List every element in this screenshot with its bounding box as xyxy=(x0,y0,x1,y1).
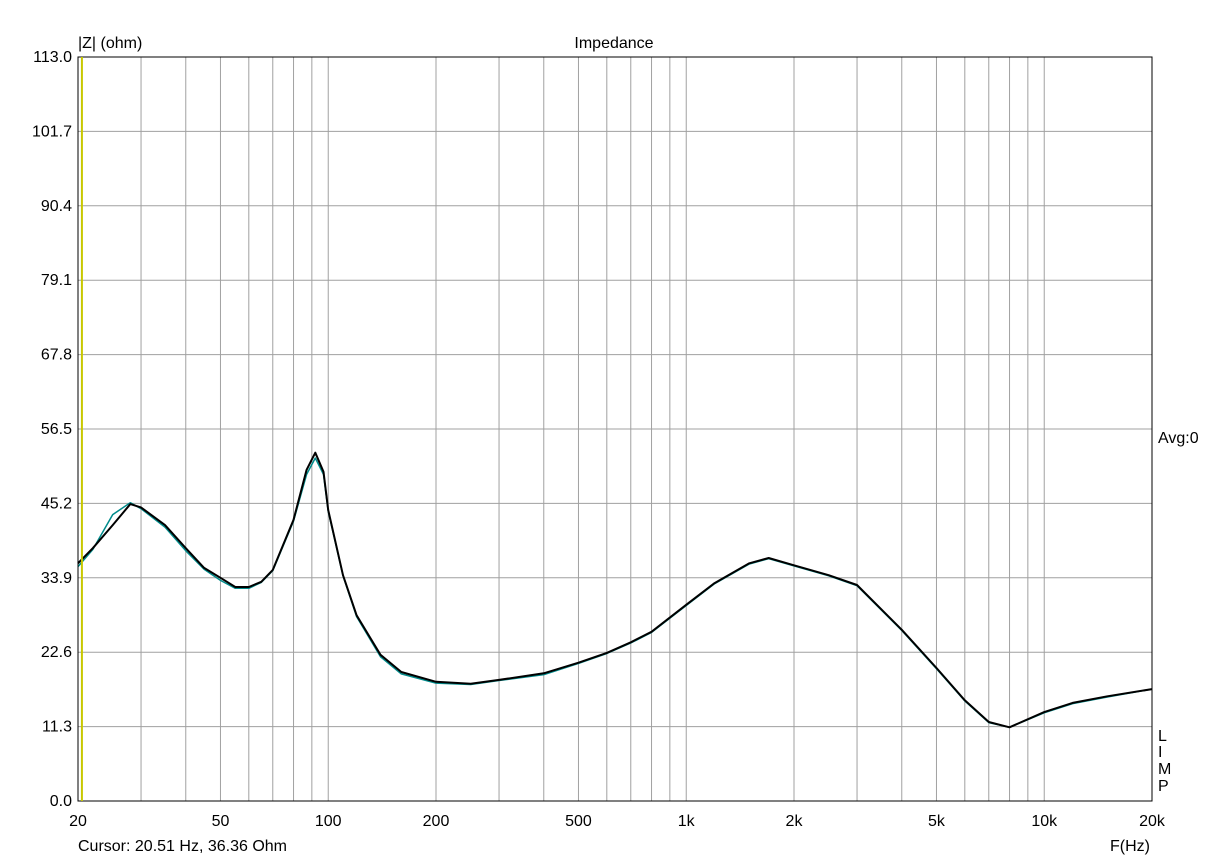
x-tick-label: 1k xyxy=(678,813,696,830)
y-tick-label: 0.0 xyxy=(50,793,72,810)
x-tick-label: 20 xyxy=(69,813,87,830)
y-tick-labels: 0.0 11.3 22.6 33.9 45.2 56.5 67.8 79.1 90.4 101.7… xyxy=(32,49,72,810)
y-axis-label: |Z| (ohm) xyxy=(78,35,142,52)
chart-title: Impedance xyxy=(574,35,653,52)
series-line-1 xyxy=(77,457,1153,729)
x-tick-label: 50 xyxy=(212,813,230,830)
logo-letter: I xyxy=(1158,744,1162,761)
x-tick-label: 2k xyxy=(786,813,804,830)
x-tick-label: 200 xyxy=(423,813,450,830)
y-tick-label: 11.3 xyxy=(42,719,72,736)
limp-logo: L I M P xyxy=(1158,728,1171,795)
y-tick-label: 113.0 xyxy=(33,49,72,66)
y-tick-label: 22.6 xyxy=(41,644,72,661)
y-tick-label: 56.5 xyxy=(41,421,72,438)
x-tick-label: 10k xyxy=(1031,813,1058,830)
y-tick-label: 67.8 xyxy=(41,347,72,364)
y-tick-label: 90.4 xyxy=(41,198,72,215)
x-tick-label: 500 xyxy=(565,813,592,830)
y-tick-label: 33.9 xyxy=(41,570,72,587)
logo-letter: L xyxy=(1158,728,1167,745)
grid xyxy=(77,56,1153,802)
cursor-readout: Cursor: 20.51 Hz, 36.36 Ohm xyxy=(78,838,287,855)
x-tick-label: 5k xyxy=(928,813,946,830)
plot-frame xyxy=(77,56,1153,802)
avg-label: Avg:0 xyxy=(1158,430,1199,447)
series-group xyxy=(77,451,1153,729)
logo-letter: P xyxy=(1158,778,1169,795)
y-tick-label: 45.2 xyxy=(41,495,72,512)
series-line-2 xyxy=(77,451,1153,729)
x-tick-label: 100 xyxy=(315,813,342,830)
x-tick-labels: 20 50 100 200 500 1k 2k 5k 10k 20k xyxy=(69,813,1166,830)
x-tick-label: 20k xyxy=(1139,813,1166,830)
y-tick-label: 101.7 xyxy=(32,123,72,140)
y-tick-label: 79.1 xyxy=(41,272,72,289)
x-axis-label: F(Hz) xyxy=(1110,838,1150,855)
logo-letter: M xyxy=(1158,761,1171,778)
